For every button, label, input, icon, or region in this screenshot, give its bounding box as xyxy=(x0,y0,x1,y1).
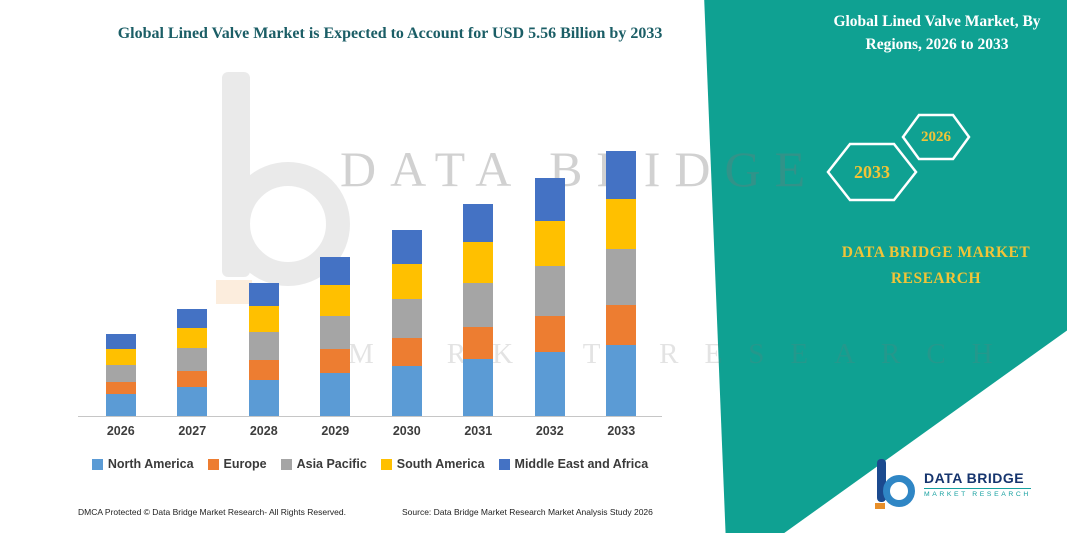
logo-name: DATA BRIDGE xyxy=(924,470,1025,486)
bar-segment-2029 xyxy=(320,285,351,316)
bar-segment-2027 xyxy=(177,386,208,416)
x-label-2031: 2031 xyxy=(464,424,493,438)
watermark-logo-b xyxy=(200,72,350,312)
legend-item: South America xyxy=(380,457,485,471)
bar-segment-2028 xyxy=(248,331,279,360)
bar-segment-2030 xyxy=(391,366,422,416)
legend-swatch xyxy=(498,458,510,470)
logo-divider xyxy=(924,488,1031,489)
x-label-2033: 2033 xyxy=(607,424,636,438)
bar-segment-2027 xyxy=(177,327,208,349)
legend-swatch xyxy=(207,458,219,470)
legend-label: South America xyxy=(396,457,485,471)
bar-segment-2033 xyxy=(606,198,637,250)
legend-label: North America xyxy=(107,457,194,471)
bar-segment-2033 xyxy=(606,304,637,345)
bar-segment-2027 xyxy=(177,370,208,387)
bar-2026 xyxy=(105,334,136,416)
bar-segment-2030 xyxy=(391,263,422,299)
hexagon-outline-icon xyxy=(826,142,918,202)
bar-segment-2026 xyxy=(105,334,136,350)
bar-2029 xyxy=(320,256,351,416)
bar-segment-2031 xyxy=(463,282,494,327)
legend-label: Asia Pacific xyxy=(296,457,367,471)
bar-segment-2027 xyxy=(177,308,208,328)
bar-2027 xyxy=(177,308,208,416)
hexagon-badge-2033: 2033 xyxy=(826,142,918,202)
side-panel-title: Global Lined Valve Market, By Regions, 2… xyxy=(833,13,1041,54)
bar-segment-2030 xyxy=(391,230,422,264)
chart-title: Global Lined Valve Market is Expected to… xyxy=(117,25,663,42)
bar-2031 xyxy=(463,204,494,416)
bar-2033 xyxy=(606,150,637,416)
bar-2028 xyxy=(248,282,279,416)
bar-segment-2033 xyxy=(606,249,637,305)
x-label-2032: 2032 xyxy=(535,424,564,438)
bar-segment-2032 xyxy=(534,220,565,267)
bar-segment-2031 xyxy=(463,204,494,243)
x-label-2029: 2029 xyxy=(321,424,350,438)
bar-segment-2031 xyxy=(463,326,494,359)
bar-segment-2028 xyxy=(248,306,279,332)
bar-segment-2026 xyxy=(105,381,136,395)
brand-text: DATA BRIDGE MARKET RESEARCH xyxy=(841,244,1031,288)
bar-segment-2033 xyxy=(606,344,637,416)
legend-item: Middle East and Africa xyxy=(498,457,649,471)
x-label-2027: 2027 xyxy=(178,424,207,438)
bar-2032 xyxy=(534,177,565,416)
bar-segment-2029 xyxy=(320,349,351,374)
legend-item: North America xyxy=(91,457,194,471)
bar-segment-2028 xyxy=(248,282,279,307)
x-axis-line xyxy=(78,416,662,417)
bar-segment-2029 xyxy=(320,315,351,350)
hexagon-year-2026: 2026 xyxy=(921,128,951,145)
x-label-2030: 2030 xyxy=(392,424,421,438)
legend-item: Asia Pacific xyxy=(280,457,367,471)
plot-area xyxy=(85,140,657,416)
bar-segment-2031 xyxy=(463,242,494,283)
x-label-2026: 2026 xyxy=(106,424,135,438)
bar-segment-2026 xyxy=(105,349,136,365)
watermark-b-icon xyxy=(216,72,350,304)
bar-segment-2032 xyxy=(534,266,565,317)
legend-label: Europe xyxy=(223,457,267,471)
legend: North America Europe Asia Pacific South Ame… xyxy=(55,457,685,471)
bar-segment-2029 xyxy=(320,373,351,416)
watermark-text-line1: DATA BRIDGE xyxy=(340,141,820,197)
legend-label: Middle East and Africa xyxy=(514,457,649,471)
bar-segment-2030 xyxy=(391,337,422,366)
legend-swatch xyxy=(280,458,292,470)
logo-subtitle: MARKET RESEARCH xyxy=(924,491,1031,498)
bar-segment-2026 xyxy=(105,364,136,382)
x-label-2028: 2028 xyxy=(249,424,278,438)
bar-segment-2032 xyxy=(534,316,565,352)
footer-dmca-text: DMCA Protected © Data Bridge Market Rese… xyxy=(78,507,346,517)
bar-segment-2028 xyxy=(248,379,279,416)
legend-swatch xyxy=(91,458,103,470)
bar-segment-2028 xyxy=(248,359,279,380)
hexagon-year-2033: 2033 xyxy=(854,161,890,182)
databridge-logo: DATA BRIDGE MARKET RESEARCH xyxy=(874,458,1031,510)
bar-segment-2032 xyxy=(534,351,565,416)
watermark-text-line2: MARKET RESEARCH xyxy=(348,338,1019,370)
logo-text-block: DATA BRIDGE MARKET RESEARCH xyxy=(924,470,1031,498)
bar-2030 xyxy=(391,230,422,416)
footer-source-text: Source: Data Bridge Market Research Mark… xyxy=(402,507,653,517)
hexagon-outline-icon xyxy=(901,113,971,161)
bar-segment-2032 xyxy=(534,177,565,221)
bar-segment-2033 xyxy=(606,150,637,199)
bar-segment-2031 xyxy=(463,358,494,416)
hexagon-badge-2026: 2026 xyxy=(901,113,971,161)
legend-swatch xyxy=(380,458,392,470)
x-axis-labels: 2026 2027 2028 2029 2030 2031 2032 2033 xyxy=(85,424,657,438)
bar-segment-2026 xyxy=(105,394,136,416)
bar-segment-2030 xyxy=(391,298,422,338)
bar-segment-2029 xyxy=(320,256,351,286)
databridge-b-icon xyxy=(875,459,915,509)
bar-segment-2027 xyxy=(177,348,208,371)
legend-item: Europe xyxy=(207,457,267,471)
